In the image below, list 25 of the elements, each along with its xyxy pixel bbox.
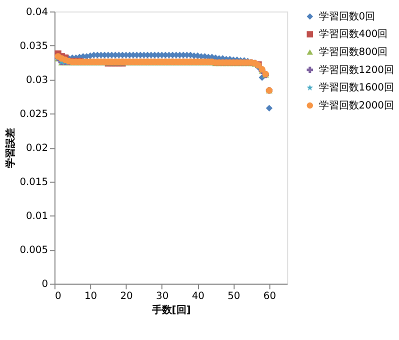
y-tick-label: 0.025 <box>20 109 48 120</box>
x-tick-label: 40 <box>192 291 204 302</box>
legend-label: 学習回数400回 <box>318 28 388 40</box>
y-tick-label: 0.03 <box>26 75 48 86</box>
y-tick-label: 0.015 <box>20 177 48 188</box>
point <box>266 104 273 112</box>
x-tick-label: 0 <box>54 291 62 302</box>
x-tick-label: 60 <box>263 291 276 302</box>
legend-label: 学習回数0回 <box>318 10 376 22</box>
y-tick-label: 0.005 <box>20 245 48 256</box>
y-tick-label: 0 <box>42 279 48 290</box>
x-axis-title: 手数[回] <box>150 304 191 316</box>
legend-label: 学習回数1200回 <box>318 64 394 76</box>
legend-label: 学習回数2000回 <box>318 100 394 112</box>
x-tick-label: 20 <box>120 291 133 302</box>
y-tick-label: 0.02 <box>26 143 48 154</box>
legend-label: 学習回数800回 <box>318 46 388 58</box>
y-axis-title: 学習誤差 <box>4 128 17 168</box>
x-tick-label: 30 <box>156 291 169 302</box>
legend-label: 学習回数1600回 <box>318 82 394 94</box>
x-tick-label: 10 <box>84 291 98 302</box>
y-tick-label: 0.04 <box>26 6 48 18</box>
x-tick-label: 50 <box>228 291 240 302</box>
y-tick-label: 0.01 <box>26 211 48 222</box>
y-tick-label: 0.035 <box>20 40 48 52</box>
